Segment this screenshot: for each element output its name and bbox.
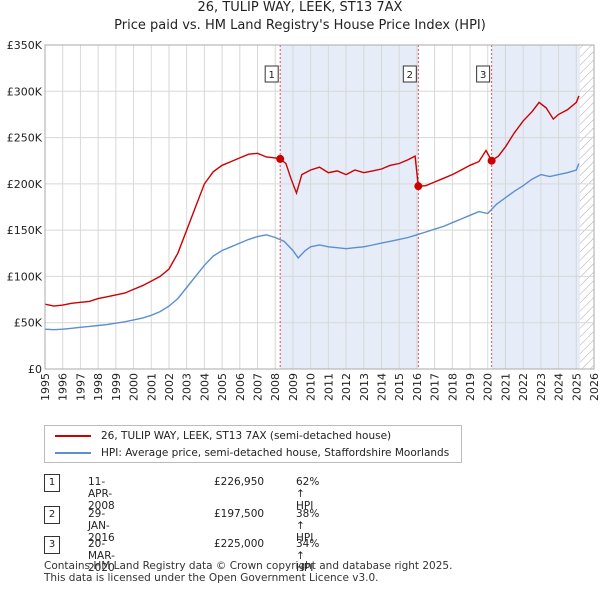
transaction-hpi: 38% ↑ HPI [296,508,320,544]
x-tick-label: 2004 [198,373,211,401]
x-tick-label: 2026 [588,373,600,401]
future-hatch [579,45,594,369]
x-tick-label: 2025 [570,373,583,401]
sale-label-box [476,65,491,83]
hpi-series-line [45,163,580,331]
x-tick-label: 2022 [517,373,530,401]
transaction-price: £197,500 [214,508,265,520]
x-tick-label: 2002 [163,373,176,401]
legend-swatch-price [55,435,91,437]
x-tick-label: 2020 [482,373,495,401]
footer-licence: This data is licensed under the Open Gov… [44,572,379,584]
x-tick-label: 2005 [216,373,229,401]
transaction-number: 1 [44,474,60,492]
transaction-number: 3 [44,536,60,554]
y-tick-label: £150K [7,224,43,237]
legend-swatch-hpi [55,452,91,454]
x-tick-label: 2006 [234,373,247,401]
x-tick-label: 2000 [128,373,141,401]
x-tick-label: 1997 [74,373,87,401]
y-tick-label: £300K [7,85,43,98]
x-tick-label: 2016 [411,373,424,401]
chart-title: 26, TULIP WAY, LEEK, ST13 7AX [197,0,403,15]
x-tick-label: 2001 [145,373,158,401]
sale-label-text: 1 [268,70,274,81]
transaction-hpi: 34% ↑ HPI [296,538,320,574]
legend-label-price: 26, TULIP WAY, LEEK, ST13 7AX (semi-deta… [101,430,392,442]
sale-label-text: 3 [480,70,486,81]
sale-point [276,154,285,163]
x-tick-label: 2021 [499,373,512,401]
x-tick-label: 1999 [110,373,123,401]
transaction-date: 29-JAN-2016 [88,508,115,544]
x-tick-label: 2010 [305,373,318,401]
transaction-date: 11-APR-2008 [88,476,115,512]
x-tick-label: 2009 [287,373,300,401]
legend-label-hpi: HPI: Average price, semi-detached house,… [101,447,450,459]
y-tick-label: £350K [7,39,43,52]
shaded-region [280,45,419,369]
x-tick-label: 1996 [57,373,70,401]
x-tick-label: 2019 [464,373,477,401]
x-tick-label: 2024 [553,373,566,401]
sale-label-box [402,65,417,83]
transaction-hpi: 62% ↑ HPI [296,476,320,512]
x-tick-label: 2023 [535,373,548,401]
x-tick-label: 1998 [92,373,105,401]
sale-point [414,182,423,191]
y-tick-label: £200K [7,178,43,191]
y-tick-label: £0 [28,363,42,376]
footer-copyright: Contains HM Land Registry data © Crown c… [44,560,453,572]
x-tick-label: 2012 [340,373,353,401]
chart-legend: 26, TULIP WAY, LEEK, ST13 7AX (semi-deta… [44,425,462,463]
x-tick-label: 2011 [322,373,335,401]
x-tick-label: 2014 [375,373,388,401]
legend-item-price: 26, TULIP WAY, LEEK, ST13 7AX (semi-deta… [55,428,391,444]
x-tick-label: 2003 [181,373,194,401]
sale-label-box [264,65,279,83]
price-chart: 1 2 3 £0 £50K £100K £150K £200K £250K £300K £350K 1… [7,39,600,401]
x-tick-label: 2015 [393,373,406,401]
x-tick-label: 2017 [429,373,442,401]
x-tick-label: 1995 [39,373,52,401]
shaded-region [491,45,580,369]
plot-frame [44,44,595,370]
legend-item-hpi: HPI: Average price, semi-detached house,… [55,445,449,461]
x-tick-label: 2008 [269,373,282,401]
chart-subtitle: Price paid vs. HM Land Registry's House … [114,18,486,33]
sale-label-text: 2 [407,70,413,81]
transaction-price: £225,000 [214,538,265,550]
transaction-date: 20-MAR-2020 [88,538,115,574]
y-tick-label: £250K [7,132,43,145]
x-tick-label: 2007 [252,373,265,401]
transaction-number: 2 [44,506,60,524]
y-tick-label: £50K [14,317,43,330]
y-tick-label: £100K [7,270,43,283]
x-tick-label: 2018 [446,373,459,401]
x-tick-label: 2013 [358,373,371,401]
transaction-price: £226,950 [214,476,265,488]
sale-point [487,156,496,165]
price-series-line [45,95,580,307]
